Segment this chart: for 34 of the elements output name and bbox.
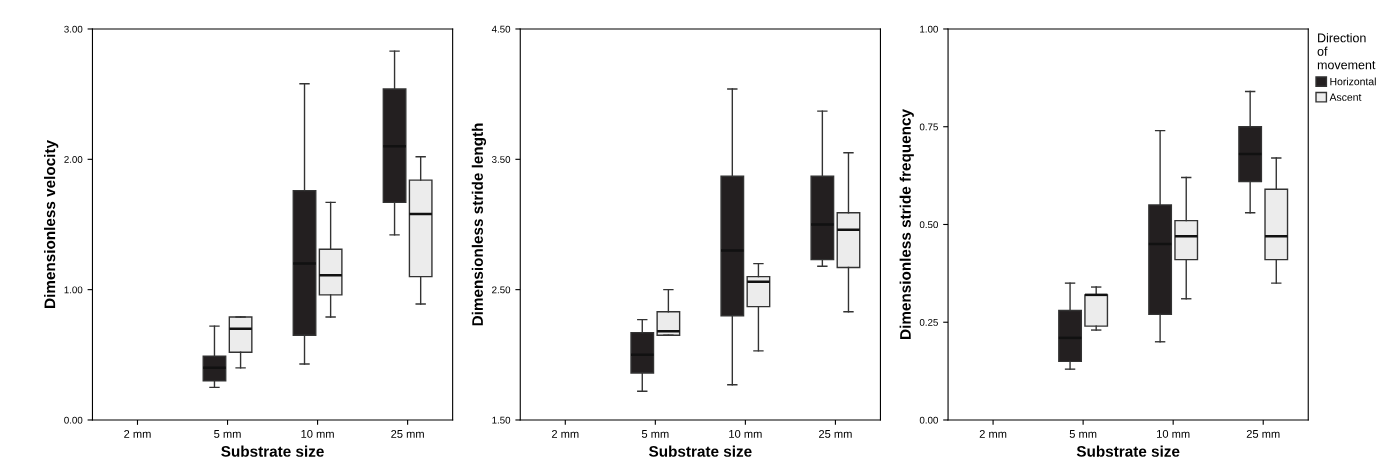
x-tick-label: 10 mm: [729, 430, 762, 438]
legend-label: Horizontal: [1330, 77, 1376, 86]
x-axis-title: Substrate size: [649, 445, 752, 457]
x-tick-label: 5 mm: [641, 430, 669, 438]
y-tick-label: 3.50: [491, 156, 511, 163]
x-tick-label: 2 mm: [551, 430, 579, 438]
y-tick-label: 0.50: [919, 221, 938, 229]
legend-title: Direction of movement: [1317, 33, 1376, 70]
x-tick-label: 2 mm: [124, 430, 151, 438]
y-tick-label: 3.00: [64, 25, 83, 33]
x-tick-label: 2 mm: [979, 430, 1007, 438]
y-axis-title: Dimensionless stride length: [471, 123, 487, 326]
x-axis-title: Substrate size: [221, 445, 324, 457]
y-tick-label: 2.50: [492, 286, 511, 294]
y-tick-label: 4.50: [491, 25, 511, 33]
y-tick-label: 2.00: [64, 156, 83, 163]
y-tick-label: 1.50: [492, 416, 511, 424]
y-tick-label: 1.00: [64, 286, 83, 294]
y-tick-label: 1.00: [920, 25, 938, 33]
y-tick-label: 0.00: [64, 416, 83, 424]
x-tick-label: 5 mm: [1069, 430, 1097, 438]
y-tick-label: 0.75: [919, 123, 938, 131]
x-tick-label: 5 mm: [214, 430, 241, 438]
y-tick-label: 0.00: [919, 416, 938, 424]
x-tick-label: 10 mm: [1157, 430, 1190, 438]
x-tick-label: 25 mm: [819, 430, 852, 438]
legend-label: Ascent: [1329, 93, 1362, 101]
y-tick-label: 0.25: [919, 318, 938, 326]
y-axis-title: Dimensionless stride frequency: [899, 109, 914, 339]
x-axis-title: Substrate size: [1076, 445, 1180, 457]
y-axis-title: Dimensionless velocity: [44, 140, 59, 308]
x-tick-label: 25 mm: [391, 430, 424, 438]
x-tick-label: 10 mm: [301, 430, 334, 438]
x-tick-label: 25 mm: [1246, 430, 1280, 438]
